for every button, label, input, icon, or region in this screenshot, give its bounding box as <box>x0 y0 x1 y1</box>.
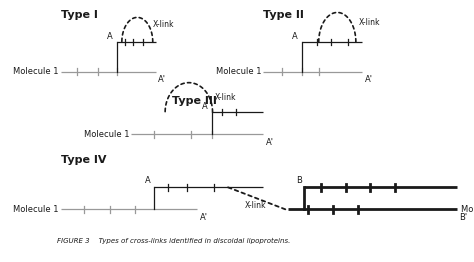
Text: X-link: X-link <box>214 93 236 102</box>
Text: Molecule 1: Molecule 1 <box>13 67 59 76</box>
Text: Type III: Type III <box>173 96 217 106</box>
Text: FIGURE 3    Types of cross-links identified in discoidal lipoproteins.: FIGURE 3 Types of cross-links identified… <box>57 238 290 244</box>
Text: A': A' <box>265 138 273 147</box>
Text: Type I: Type I <box>61 10 98 20</box>
Text: Type II: Type II <box>263 10 304 20</box>
Text: X-link: X-link <box>359 18 380 27</box>
Text: B': B' <box>459 213 467 222</box>
Text: Molecule 1: Molecule 1 <box>13 205 59 214</box>
Text: X-link: X-link <box>245 201 266 210</box>
Text: Molecule 1: Molecule 1 <box>216 67 261 76</box>
Text: Molecule 2: Molecule 2 <box>461 205 474 214</box>
Text: A': A' <box>365 75 373 84</box>
Text: X-link: X-link <box>153 20 174 29</box>
Text: Molecule 1: Molecule 1 <box>83 130 129 139</box>
Text: A: A <box>145 176 150 185</box>
Text: B: B <box>296 176 302 185</box>
Text: A: A <box>201 102 208 111</box>
Text: Type IV: Type IV <box>61 155 107 165</box>
Text: A: A <box>292 32 298 41</box>
Text: A: A <box>107 32 112 41</box>
Text: A': A' <box>200 213 208 222</box>
Text: A': A' <box>158 75 166 84</box>
